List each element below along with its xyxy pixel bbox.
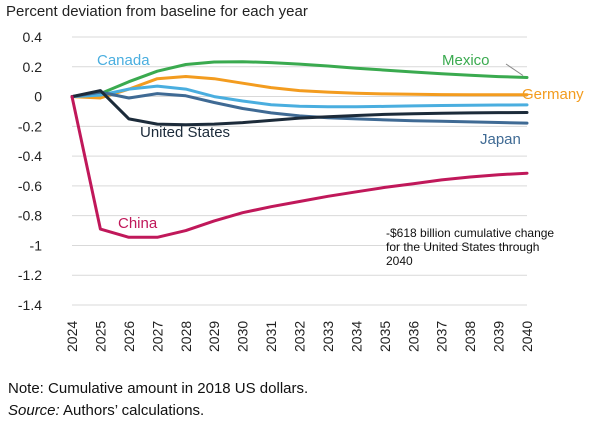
chart-title: Percent deviation from baseline for each… xyxy=(6,3,308,20)
x-tick-label: 2035 xyxy=(377,321,393,352)
y-tick-label: 0.4 xyxy=(23,29,43,45)
series-label-japan: Japan xyxy=(480,131,521,148)
annotation-text: -$618 billion cumulative change for the … xyxy=(386,226,555,268)
mexico-leader-line xyxy=(505,63,524,76)
x-tick-label: 2034 xyxy=(348,321,364,352)
y-tick-label: -0.6 xyxy=(18,178,42,194)
y-tick-label: 0 xyxy=(34,89,42,105)
x-tick-label: 2033 xyxy=(320,321,336,352)
series-line-china xyxy=(70,95,529,239)
series-label-germany: Germany xyxy=(522,86,584,103)
series-label-mexico: Mexico xyxy=(442,52,490,69)
series-line-japan xyxy=(70,90,529,125)
x-tick-labels: 2024 2025 2026 2027 2028 2029 2030 2031 2032 2033… xyxy=(64,321,535,352)
y-tick-label: -0.8 xyxy=(18,208,42,224)
x-tick-label: 2028 xyxy=(178,321,194,352)
x-tick-label: 2039 xyxy=(491,321,507,352)
source-line: Source: Authors’ calculations. xyxy=(8,400,308,422)
y-tick-label: 0.2 xyxy=(23,59,43,75)
note-text: Note: Cumulative amount in 2018 US dolla… xyxy=(8,380,309,397)
x-tick-label: 2032 xyxy=(292,321,308,352)
series-label-canada: Canada xyxy=(97,52,150,69)
y-tick-labels: 0.4 0.2 0 -0.2 -0.4 -0.6 -0.8 -1 -1.2 -1.4 xyxy=(18,29,42,313)
x-tick-label: 2030 xyxy=(235,321,251,352)
x-tick-label: 2031 xyxy=(263,321,279,352)
y-tick-label: -1.4 xyxy=(18,297,42,313)
x-tick-label: 2040 xyxy=(519,321,535,352)
y-tick-label: -1.2 xyxy=(18,267,42,283)
series-label-united-states: United States xyxy=(140,124,231,141)
chart-note: Note: Cumulative amount in 2018 US dolla… xyxy=(8,378,308,422)
source-label: Source: xyxy=(8,402,60,419)
series-line-united-states xyxy=(70,89,529,127)
series-line-canada xyxy=(70,84,529,109)
x-tick-label: 2026 xyxy=(121,321,137,352)
series-lines xyxy=(70,60,529,239)
y-tick-label: -0.2 xyxy=(18,118,42,134)
x-tick-label: 2024 xyxy=(64,321,80,352)
x-tick-label: 2025 xyxy=(92,321,108,352)
x-tick-label: 2037 xyxy=(434,321,450,352)
y-tick-label: -1 xyxy=(30,237,43,253)
series-label-china: China xyxy=(118,215,158,232)
x-tick-label: 2029 xyxy=(206,321,222,352)
source-text: Authors’ calculations. xyxy=(59,402,205,419)
x-tick-label: 2036 xyxy=(405,321,421,352)
x-tick-label: 2038 xyxy=(462,321,478,352)
x-tick-label: 2027 xyxy=(149,321,165,352)
series-line-mexico xyxy=(70,60,529,99)
series-line-germany xyxy=(70,75,529,100)
y-tick-label: -0.4 xyxy=(18,148,42,164)
